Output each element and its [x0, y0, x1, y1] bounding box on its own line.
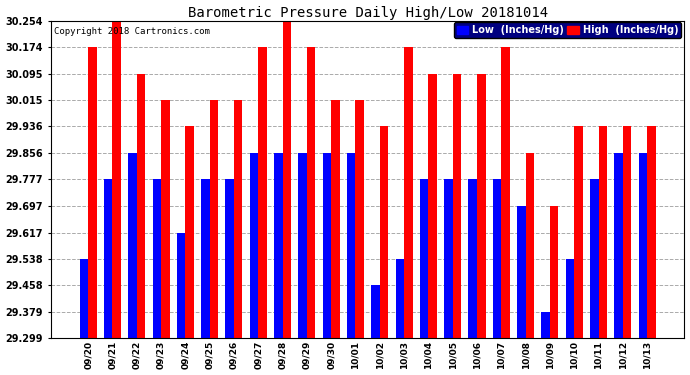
Bar	[79, 259, 88, 338]
Bar	[161, 100, 170, 338]
Bar	[502, 47, 510, 338]
Bar	[477, 74, 486, 338]
Bar	[128, 153, 137, 338]
Bar	[323, 153, 331, 338]
Bar	[137, 74, 145, 338]
Bar	[112, 21, 121, 338]
Bar	[104, 179, 112, 338]
Title: Barometric Pressure Daily High/Low 20181014: Barometric Pressure Daily High/Low 20181…	[188, 6, 548, 20]
Bar	[444, 179, 453, 338]
Legend: Low  (Inches/Hg), High  (Inches/Hg): Low (Inches/Hg), High (Inches/Hg)	[454, 22, 681, 38]
Bar	[177, 232, 186, 338]
Bar	[258, 47, 267, 338]
Bar	[469, 179, 477, 338]
Bar	[550, 206, 558, 338]
Bar	[395, 259, 404, 338]
Bar	[283, 21, 291, 338]
Bar	[234, 100, 242, 338]
Bar	[517, 206, 526, 338]
Bar	[453, 74, 461, 338]
Bar	[639, 153, 647, 338]
Bar	[420, 179, 428, 338]
Bar	[274, 153, 283, 338]
Bar	[623, 126, 631, 338]
Bar	[186, 126, 194, 338]
Bar	[428, 74, 437, 338]
Bar	[647, 126, 655, 338]
Bar	[493, 179, 502, 338]
Bar	[307, 47, 315, 338]
Bar	[201, 179, 210, 338]
Bar	[347, 153, 355, 338]
Text: Copyright 2018 Cartronics.com: Copyright 2018 Cartronics.com	[54, 27, 210, 36]
Bar	[210, 100, 218, 338]
Bar	[542, 312, 550, 338]
Bar	[152, 179, 161, 338]
Bar	[614, 153, 623, 338]
Bar	[226, 179, 234, 338]
Bar	[331, 100, 339, 338]
Bar	[380, 126, 388, 338]
Bar	[404, 47, 413, 338]
Bar	[598, 126, 607, 338]
Bar	[298, 153, 307, 338]
Bar	[574, 126, 583, 338]
Bar	[371, 285, 380, 338]
Bar	[355, 100, 364, 338]
Bar	[566, 259, 574, 338]
Bar	[88, 47, 97, 338]
Bar	[250, 153, 258, 338]
Bar	[526, 153, 534, 338]
Bar	[590, 179, 598, 338]
